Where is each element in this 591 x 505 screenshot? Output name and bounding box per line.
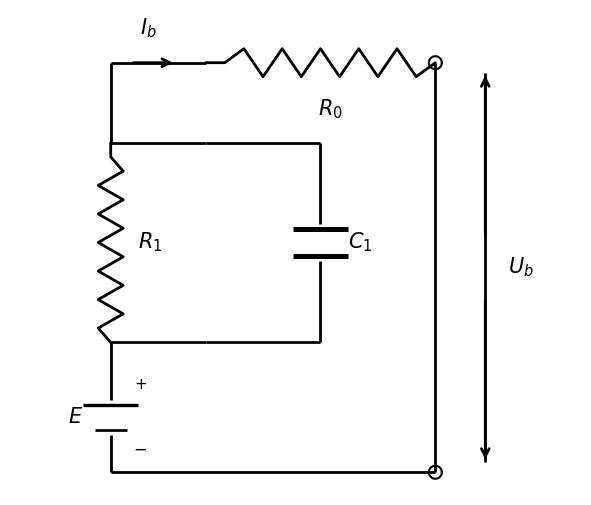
- Text: $R_0$: $R_0$: [318, 97, 343, 121]
- Text: $R_1$: $R_1$: [138, 231, 163, 255]
- Text: +: +: [134, 377, 147, 392]
- Text: $U_b$: $U_b$: [508, 256, 534, 279]
- Text: −: −: [134, 441, 148, 459]
- Text: $I_b$: $I_b$: [140, 17, 157, 40]
- Text: $E$: $E$: [68, 408, 83, 427]
- Text: $C_1$: $C_1$: [348, 231, 372, 255]
